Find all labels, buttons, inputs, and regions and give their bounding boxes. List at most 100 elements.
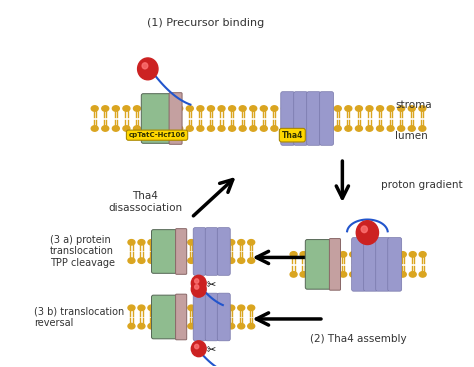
Ellipse shape xyxy=(238,258,245,264)
Ellipse shape xyxy=(134,106,140,111)
Ellipse shape xyxy=(350,252,356,257)
FancyBboxPatch shape xyxy=(205,293,218,341)
Ellipse shape xyxy=(208,106,214,111)
Text: lumen: lumen xyxy=(395,131,428,141)
Ellipse shape xyxy=(345,106,352,111)
Ellipse shape xyxy=(399,272,406,277)
Ellipse shape xyxy=(239,126,246,131)
Ellipse shape xyxy=(271,126,278,131)
Ellipse shape xyxy=(102,126,109,131)
FancyBboxPatch shape xyxy=(169,93,182,144)
FancyBboxPatch shape xyxy=(141,94,173,143)
FancyBboxPatch shape xyxy=(175,294,187,340)
Ellipse shape xyxy=(138,258,145,264)
Ellipse shape xyxy=(340,272,346,277)
Ellipse shape xyxy=(208,126,214,131)
Ellipse shape xyxy=(248,258,255,264)
Ellipse shape xyxy=(340,252,346,257)
Ellipse shape xyxy=(380,252,386,257)
FancyBboxPatch shape xyxy=(193,228,206,275)
Ellipse shape xyxy=(320,272,327,277)
Ellipse shape xyxy=(186,126,193,131)
FancyBboxPatch shape xyxy=(175,229,187,274)
Ellipse shape xyxy=(208,323,215,329)
Ellipse shape xyxy=(168,240,175,245)
FancyBboxPatch shape xyxy=(352,237,365,291)
Ellipse shape xyxy=(330,252,337,257)
Ellipse shape xyxy=(208,305,215,310)
Ellipse shape xyxy=(218,240,225,245)
Ellipse shape xyxy=(370,272,376,277)
Ellipse shape xyxy=(198,240,205,245)
Ellipse shape xyxy=(282,126,288,131)
FancyBboxPatch shape xyxy=(329,239,340,290)
Ellipse shape xyxy=(128,258,135,264)
Ellipse shape xyxy=(138,323,145,329)
Ellipse shape xyxy=(148,323,155,329)
Ellipse shape xyxy=(313,126,320,131)
FancyBboxPatch shape xyxy=(319,92,334,145)
Ellipse shape xyxy=(158,323,165,329)
Ellipse shape xyxy=(290,252,297,257)
Circle shape xyxy=(191,281,206,297)
Ellipse shape xyxy=(238,323,245,329)
Circle shape xyxy=(361,226,367,233)
Ellipse shape xyxy=(356,126,363,131)
Ellipse shape xyxy=(310,272,317,277)
FancyBboxPatch shape xyxy=(205,228,218,275)
FancyBboxPatch shape xyxy=(376,237,390,291)
Ellipse shape xyxy=(330,272,337,277)
Ellipse shape xyxy=(148,258,155,264)
Ellipse shape xyxy=(188,305,195,310)
Ellipse shape xyxy=(128,323,135,329)
Ellipse shape xyxy=(128,305,135,310)
FancyBboxPatch shape xyxy=(152,295,179,339)
Ellipse shape xyxy=(188,258,195,264)
Ellipse shape xyxy=(228,106,236,111)
Ellipse shape xyxy=(198,323,205,329)
Circle shape xyxy=(191,275,206,291)
Ellipse shape xyxy=(366,126,373,131)
Ellipse shape xyxy=(334,126,341,131)
Circle shape xyxy=(195,285,199,289)
Ellipse shape xyxy=(218,126,225,131)
Ellipse shape xyxy=(408,126,415,131)
Ellipse shape xyxy=(148,305,155,310)
Ellipse shape xyxy=(178,240,185,245)
Ellipse shape xyxy=(376,106,383,111)
Ellipse shape xyxy=(248,240,255,245)
Ellipse shape xyxy=(345,126,352,131)
Ellipse shape xyxy=(313,106,320,111)
Text: (3 a) protein
translocation
TPP cleavage: (3 a) protein translocation TPP cleavage xyxy=(50,235,115,268)
Ellipse shape xyxy=(155,106,162,111)
Ellipse shape xyxy=(271,106,278,111)
Ellipse shape xyxy=(260,126,267,131)
Ellipse shape xyxy=(408,106,415,111)
Ellipse shape xyxy=(138,305,145,310)
Ellipse shape xyxy=(324,106,331,111)
Ellipse shape xyxy=(91,106,98,111)
FancyBboxPatch shape xyxy=(281,92,295,145)
Ellipse shape xyxy=(292,126,299,131)
Ellipse shape xyxy=(282,106,288,111)
Ellipse shape xyxy=(302,106,310,111)
Ellipse shape xyxy=(176,106,182,111)
Ellipse shape xyxy=(144,106,151,111)
FancyBboxPatch shape xyxy=(294,92,308,145)
Ellipse shape xyxy=(239,106,246,111)
Ellipse shape xyxy=(102,106,109,111)
Ellipse shape xyxy=(148,240,155,245)
Ellipse shape xyxy=(356,106,363,111)
Circle shape xyxy=(137,58,158,80)
Ellipse shape xyxy=(248,305,255,310)
Ellipse shape xyxy=(134,126,140,131)
FancyBboxPatch shape xyxy=(307,92,320,145)
Ellipse shape xyxy=(112,126,119,131)
Ellipse shape xyxy=(208,240,215,245)
Ellipse shape xyxy=(158,240,165,245)
Ellipse shape xyxy=(360,252,366,257)
Ellipse shape xyxy=(324,126,331,131)
Ellipse shape xyxy=(168,305,175,310)
Text: ✂: ✂ xyxy=(206,346,216,356)
Ellipse shape xyxy=(398,126,405,131)
